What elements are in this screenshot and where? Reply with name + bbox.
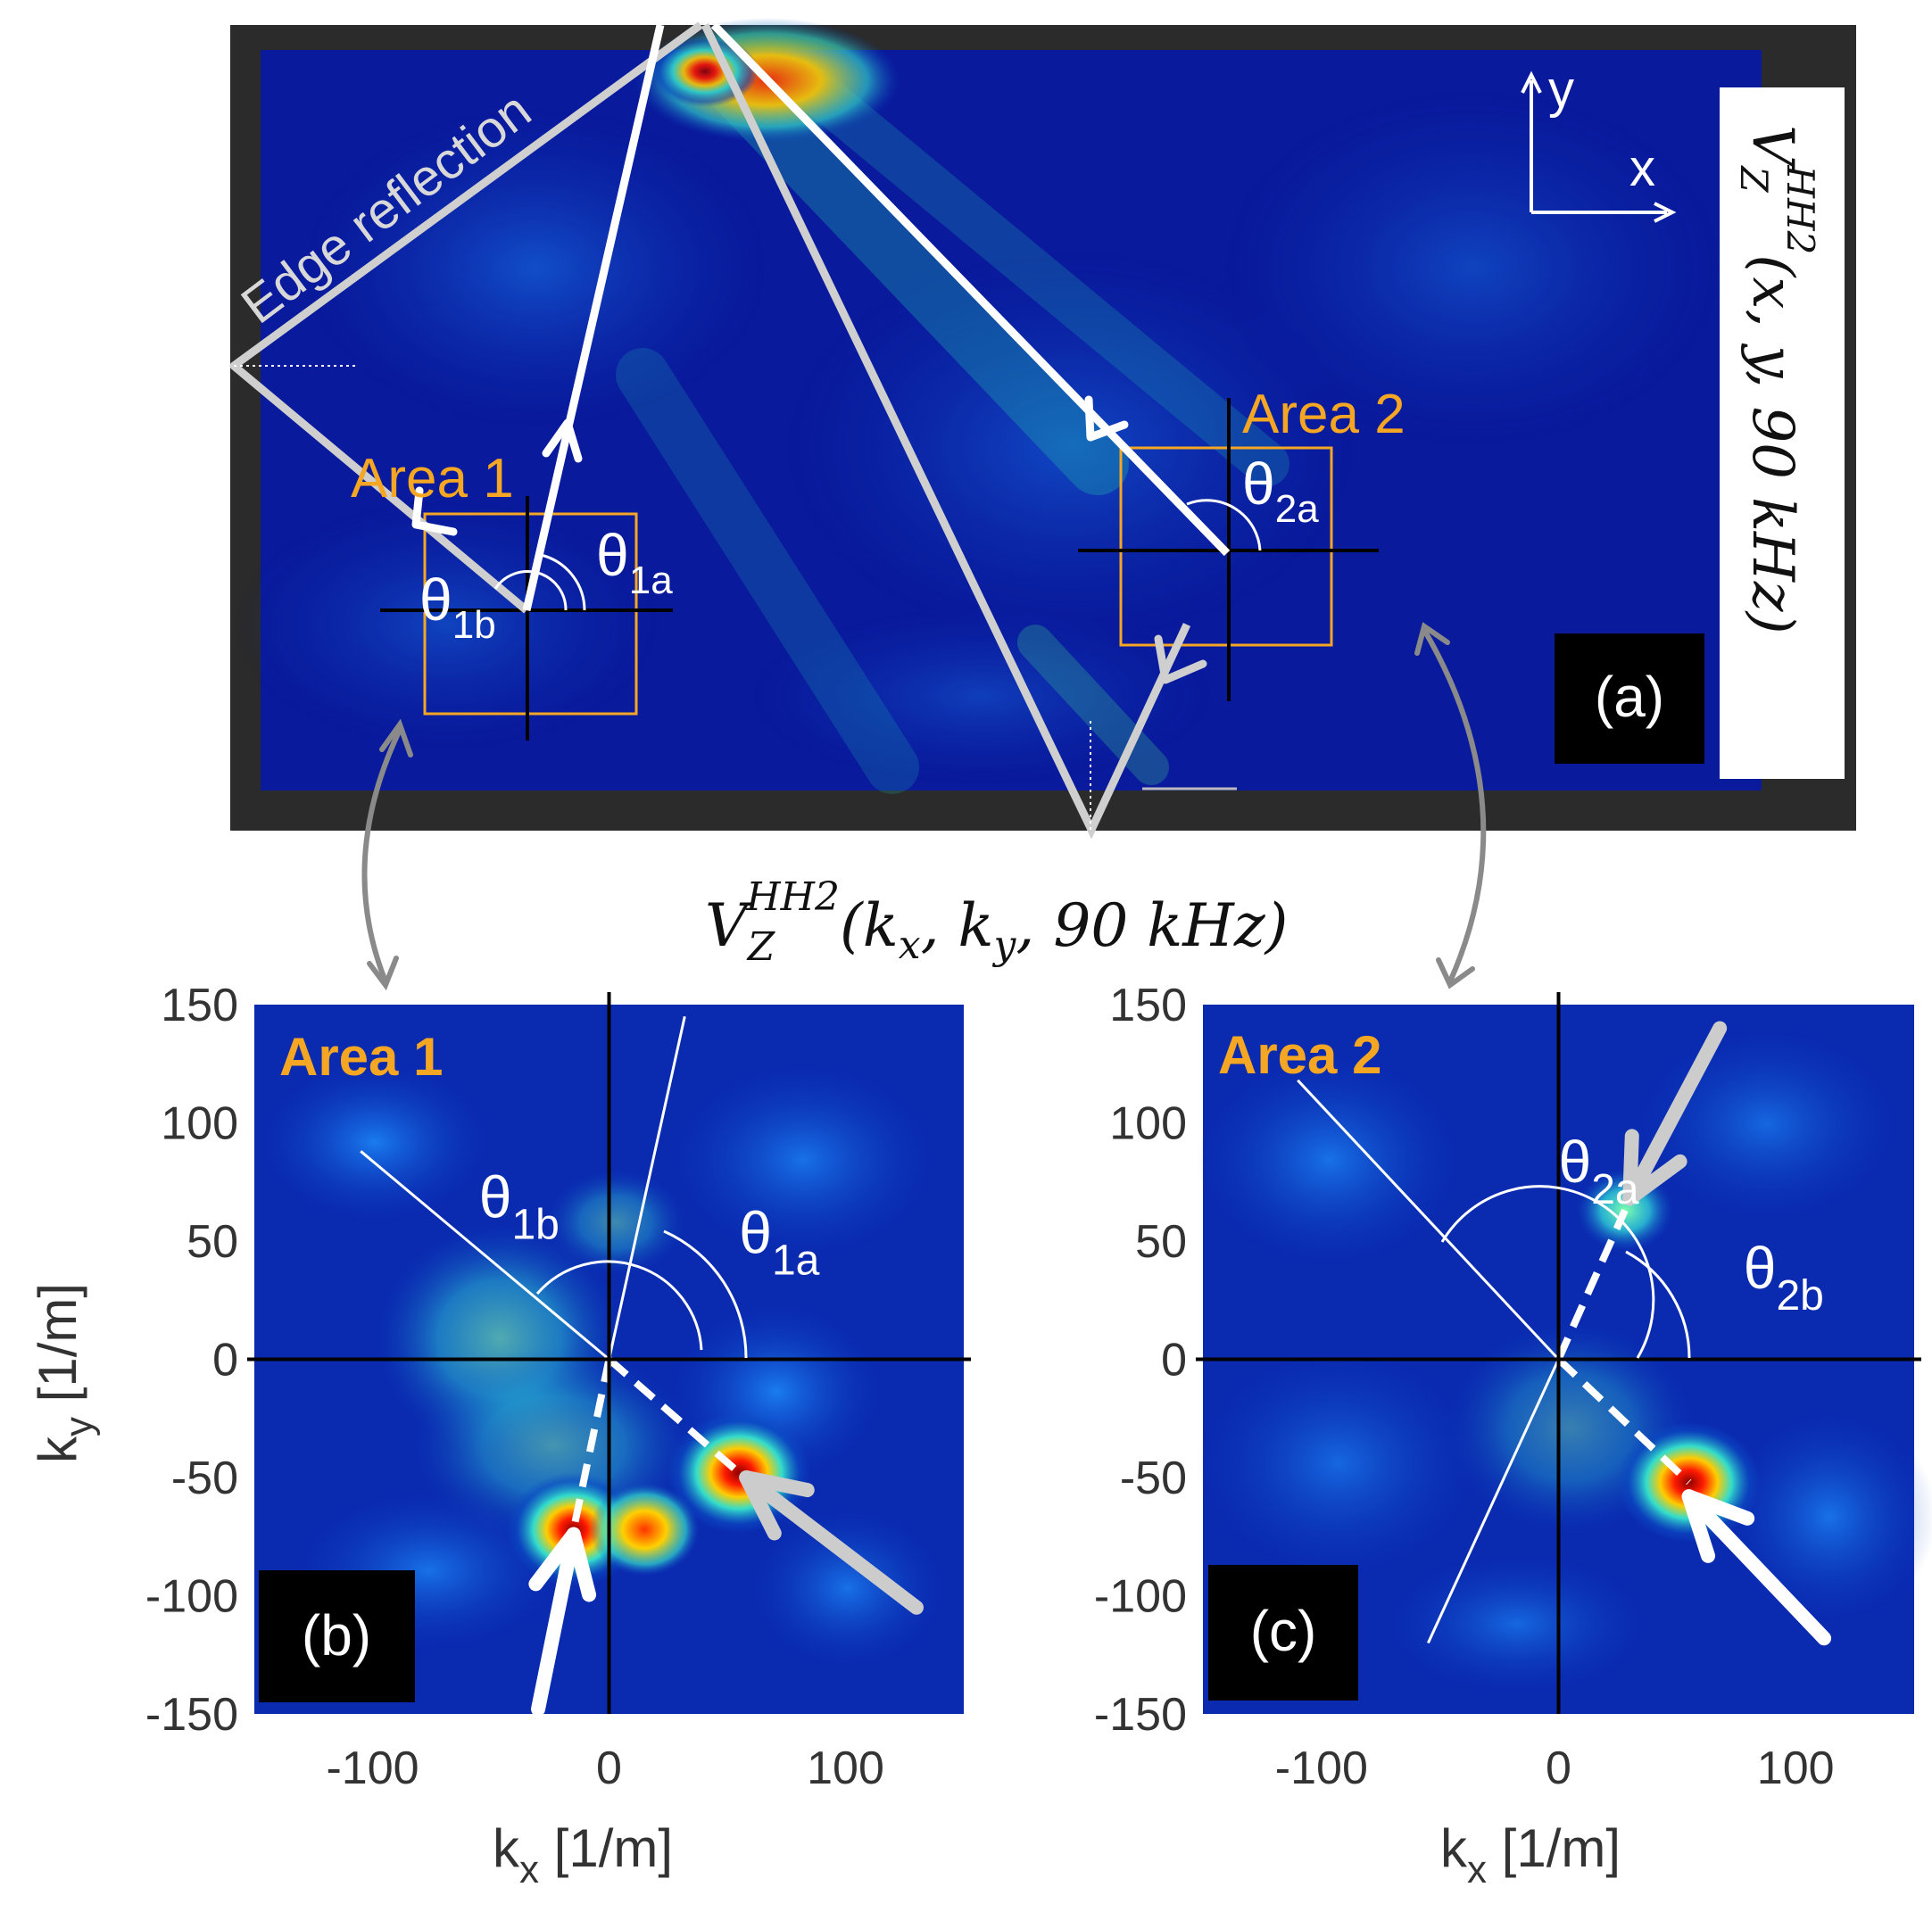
arc-theta-1a bbox=[540, 553, 586, 611]
theta-label-c-1: θ2b bbox=[1744, 1235, 1824, 1320]
ytick-b-5: -100 bbox=[145, 1571, 238, 1623]
arc-theta-2b-c bbox=[1625, 1250, 1691, 1359]
arrowhead-area2-up bbox=[1084, 395, 1129, 442]
panel-a-texture bbox=[232, 18, 1722, 794]
ytick-b-6: -150 bbox=[145, 1689, 238, 1741]
formula-k-space: VZHH2(kx, ky, 90 kHz) bbox=[705, 874, 1288, 970]
theta-label-b-1: θ1a bbox=[739, 1199, 819, 1284]
plot-b-ylabel: ky [1/m] bbox=[28, 1283, 101, 1463]
theta-1a-label: θ1a bbox=[596, 522, 673, 602]
plot-c-xlabel: kx [1/m] bbox=[1440, 1818, 1621, 1891]
arrow-b-1 bbox=[528, 1527, 597, 1717]
ytick-b-2: 50 bbox=[187, 1216, 238, 1268]
thetas-b: θ1b θ1a bbox=[479, 1164, 820, 1285]
panel-a-label-box bbox=[1555, 633, 1704, 764]
plot-b-title: Area 1 bbox=[279, 1027, 443, 1087]
arrowhead-area1-up bbox=[542, 418, 583, 463]
ytick-c-0: 150 bbox=[1109, 980, 1187, 1031]
area2-label: Area 2 bbox=[1242, 384, 1405, 445]
panel-b-label-box bbox=[259, 1570, 415, 1702]
arrow-c-1 bbox=[1622, 1021, 1728, 1206]
arrowhead-area1-left bbox=[411, 486, 458, 536]
thetas-c: θ2a θ2b bbox=[1559, 1129, 1824, 1320]
panel-c: -100 0 100 150 100 50 0 -50 -100 -150 θ2a θ2b Area… bbox=[1094, 980, 1932, 1891]
theta-label-b-0: θ1b bbox=[479, 1164, 560, 1249]
ytick-c-5: -100 bbox=[1094, 1571, 1187, 1623]
theta-2a-label: θ2a bbox=[1242, 451, 1319, 531]
guide-line-c-3 bbox=[1555, 1356, 1692, 1486]
panel-a-arrowheads bbox=[411, 395, 1129, 536]
formula-a: VZHH2(x, y, 90 kHz) bbox=[1732, 125, 1822, 634]
ticks-c: -100 0 100 150 100 50 0 -50 -100 -150 bbox=[1094, 980, 1835, 1794]
guide-line-c-1 bbox=[1427, 1358, 1560, 1644]
arc-theta-2a bbox=[1186, 499, 1262, 551]
ytick-c-6: -150 bbox=[1094, 1689, 1187, 1741]
panel-a: Edge reflection Area 1 Area 2 θ1a θ1b θ2… bbox=[229, 18, 1856, 840]
axes-b bbox=[247, 992, 971, 1714]
lines-c bbox=[1297, 1079, 1692, 1644]
guide-line-b-2 bbox=[606, 1356, 742, 1476]
ytick-c-1: 100 bbox=[1109, 1098, 1187, 1150]
xtick-b-0: -100 bbox=[326, 1742, 419, 1794]
guide-line-b-1 bbox=[608, 1015, 686, 1360]
guide-line-c-0 bbox=[1297, 1079, 1560, 1361]
arc-theta-1b-b bbox=[535, 1260, 703, 1351]
arc-theta-1b bbox=[493, 570, 568, 611]
lines-b bbox=[360, 1015, 742, 1531]
arrow-c-0 bbox=[1681, 1489, 1832, 1646]
ticks-b: -100 0 100 150 100 50 0 -50 -100 -150 bbox=[145, 980, 884, 1794]
arc-theta-2a-c bbox=[1440, 1185, 1655, 1359]
arc-theta-1a-b bbox=[663, 1229, 748, 1359]
ytick-b-3: 0 bbox=[212, 1335, 238, 1386]
guide-line-b-3 bbox=[569, 1358, 613, 1531]
ytick-b-1: 100 bbox=[161, 1098, 238, 1150]
axis-x-label: x bbox=[1629, 139, 1655, 197]
panel-b: -100 0 100 150 100 50 0 -50 -100 -150 θ1b θ1a Area… bbox=[28, 980, 971, 1891]
area1-label: Area 1 bbox=[351, 448, 514, 509]
ytick-c-2: 50 bbox=[1135, 1216, 1187, 1268]
plot-b-texture bbox=[259, 1062, 946, 1668]
plot-b-xlabel: kx [1/m] bbox=[493, 1818, 673, 1891]
ytick-b-4: -50 bbox=[171, 1453, 238, 1504]
arrows-c bbox=[1622, 1021, 1832, 1646]
ytick-c-4: -50 bbox=[1120, 1453, 1187, 1504]
theta-1b-label: θ1b bbox=[419, 567, 496, 647]
arrows-b bbox=[528, 1470, 924, 1717]
xtick-b-2: 100 bbox=[807, 1742, 884, 1794]
ytick-b-0: 150 bbox=[161, 980, 238, 1031]
xtick-b-1: 0 bbox=[596, 1742, 622, 1794]
axes-c bbox=[1196, 992, 1921, 1714]
panel-b-label: (b) bbox=[302, 1603, 371, 1668]
theta-label-c-0: θ2a bbox=[1559, 1129, 1639, 1213]
panel-c-label: (c) bbox=[1250, 1599, 1317, 1663]
xtick-c-2: 100 bbox=[1757, 1742, 1835, 1794]
guide-line-c-2 bbox=[1555, 1208, 1629, 1362]
panel-c-label-box bbox=[1208, 1565, 1358, 1701]
area1-box bbox=[423, 512, 638, 716]
wave-path-white bbox=[522, 21, 1231, 612]
arrowhead-area2-down bbox=[1154, 634, 1207, 684]
panel-a-label: (a) bbox=[1595, 665, 1664, 729]
axis-y-label: y bbox=[1548, 61, 1574, 119]
connector-arrow-area1 bbox=[361, 718, 413, 991]
formula-a-box bbox=[1720, 87, 1845, 779]
plot-c-title: Area 2 bbox=[1218, 1025, 1381, 1085]
peak-b-2 bbox=[589, 1482, 700, 1577]
connector-arrow-area2 bbox=[1414, 622, 1487, 989]
xtick-c-1: 0 bbox=[1546, 1742, 1571, 1794]
arrow-b-0 bbox=[739, 1470, 924, 1615]
xtick-c-0: -100 bbox=[1275, 1742, 1368, 1794]
guide-line-b-0 bbox=[360, 1150, 610, 1361]
xy-axis-indicator bbox=[1521, 70, 1677, 223]
ytick-c-3: 0 bbox=[1161, 1335, 1187, 1386]
area2-box bbox=[1119, 446, 1333, 647]
